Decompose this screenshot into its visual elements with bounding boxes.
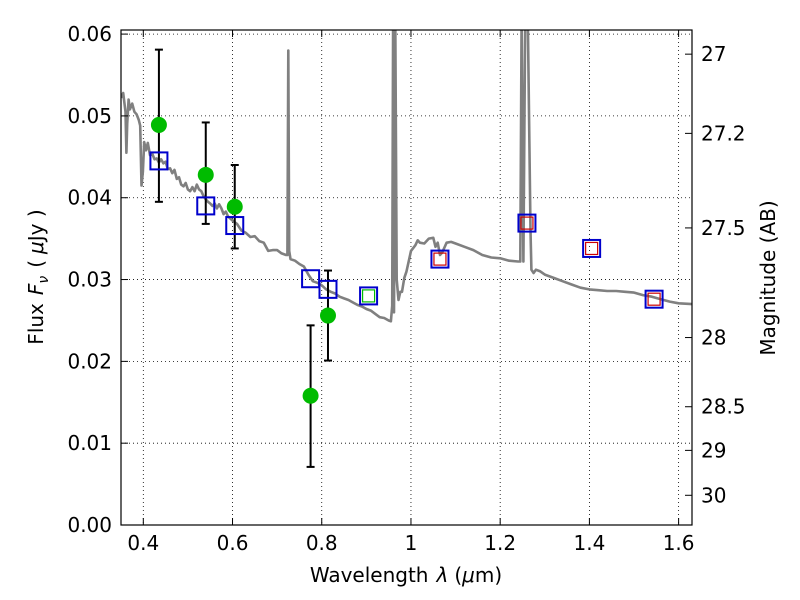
x-tick-label: 0.4 [127,531,159,555]
x-tick-label: 1 [405,531,418,555]
model-square [582,238,602,258]
observed-point [302,387,319,404]
observed-point [150,116,167,133]
model-square-inner [647,292,661,306]
model-square [225,216,245,236]
model-square [318,279,338,299]
y-tick-label: 0.06 [67,22,112,46]
model-square-layer [149,151,664,309]
y2-tick-label: 27.5 [701,216,746,240]
x-tick-label: 1.2 [484,531,516,555]
y-tick-label: 0.05 [67,104,112,128]
x-tick-label: 0.6 [217,531,249,555]
y2-tick-label: 27.2 [701,121,746,145]
plot-frame [120,29,693,526]
x-tick-label: 0.8 [306,531,338,555]
model-square [517,213,537,233]
y2-tick-label: 28 [701,326,726,350]
model-square-inner [585,241,599,256]
x-tick-label: 1.4 [573,531,605,555]
x-tick-label: 1.6 [663,531,695,555]
model-square [430,249,450,269]
observed-point [197,166,214,183]
y2-tick-label: 29 [701,438,726,462]
model-square [149,151,169,171]
x-axis-label: Wavelength λ (μm) [310,563,502,587]
grid [121,30,692,526]
y-tick-label: 0.02 [67,349,112,373]
y-tick-label: 0.00 [67,513,112,537]
model-square-inner [433,252,447,266]
model-square [301,269,321,289]
y2-tick-label: 27 [701,42,726,66]
observed-point [319,307,336,324]
observed-point-layer [150,116,336,404]
model-square [359,286,379,306]
y2-tick-label: 30 [701,483,726,507]
y-tick-label: 0.03 [67,268,112,292]
y-axis-label: FluxFν(μJy ) [24,209,52,344]
observed-point [226,198,243,215]
y2-axis-label: Magnitude (AB) [756,200,780,355]
y-tick-label: 0.04 [67,186,112,210]
y-tick-label: 0.01 [67,431,112,455]
model-square-inner [520,216,534,230]
y2-tick-label: 28.5 [701,395,746,419]
model-square-inner [361,289,376,303]
model-square [644,289,664,309]
tick-layer: 0.4 0.6 0.8 1 1.2 1.4 1.6 0.00 0.01 0.02 0.03 0.04 0… [67,22,745,555]
model-square [196,196,216,216]
